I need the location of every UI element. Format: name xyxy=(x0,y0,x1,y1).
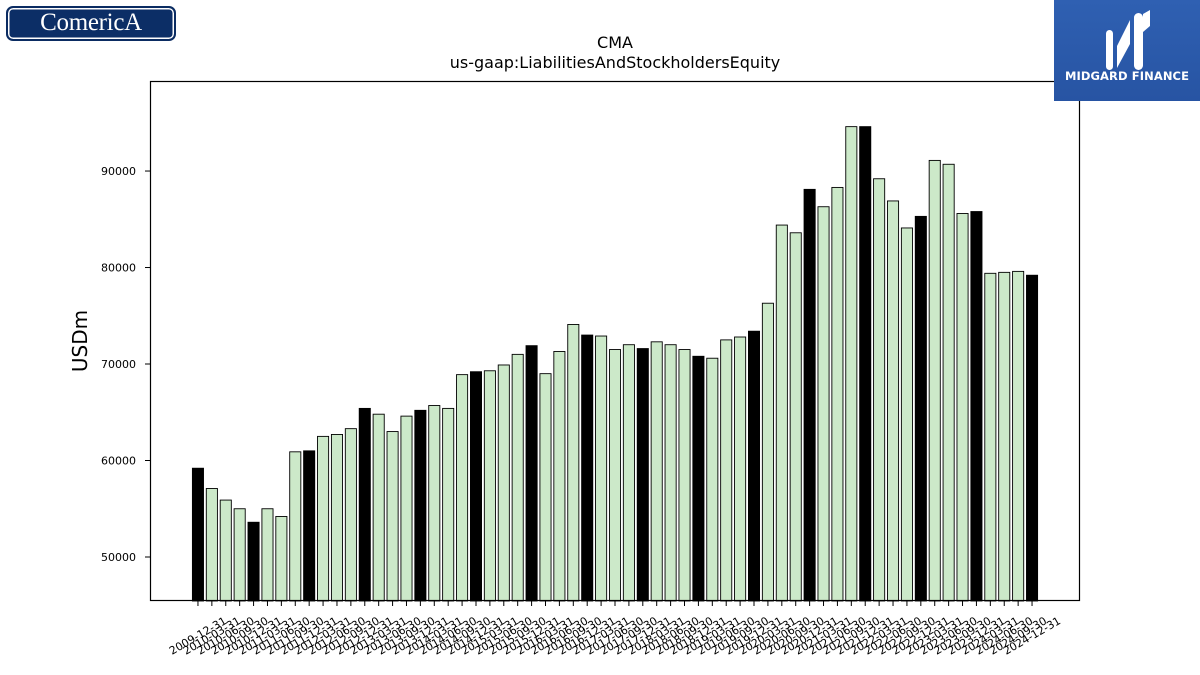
bar-2022-03-31 xyxy=(873,178,886,602)
bar-2024-06-30 xyxy=(998,271,1011,602)
bar-2017-09-30 xyxy=(622,344,635,602)
bar-2014-12-31 xyxy=(469,371,482,602)
bar-2020-09-30 xyxy=(789,232,802,602)
y-tick-label: 60000 xyxy=(101,455,136,468)
bar-2022-12-31 xyxy=(914,215,927,602)
bar-2020-12-31 xyxy=(803,188,816,602)
bar-2016-06-30 xyxy=(553,351,566,602)
bar-2009-12-31 xyxy=(191,467,204,602)
bar-2020-06-30 xyxy=(775,224,788,602)
bar-2017-03-31 xyxy=(595,335,608,602)
chart-subtitle: us-gaap:LiabilitiesAndStockholdersEquity xyxy=(450,53,781,72)
bar-2011-03-31 xyxy=(261,508,274,602)
bar-2022-06-30 xyxy=(887,200,900,602)
bar-2022-09-30 xyxy=(900,227,913,602)
bar-2016-12-31 xyxy=(581,334,594,602)
bar-2011-09-30 xyxy=(289,451,302,602)
chart-title: CMA xyxy=(597,33,633,52)
y-tick-label: 70000 xyxy=(101,358,136,371)
bar-2018-12-31 xyxy=(692,355,705,602)
bar-2018-09-30 xyxy=(678,349,691,602)
bar-2019-12-31 xyxy=(748,330,761,602)
bar-2023-12-31 xyxy=(970,211,983,602)
y-tick-label: 80000 xyxy=(101,262,136,275)
bar-2016-09-30 xyxy=(567,324,580,602)
bar-2010-06-30 xyxy=(219,499,232,602)
bar-2019-09-30 xyxy=(734,336,747,602)
y-tick-label: 90000 xyxy=(101,165,136,178)
bar-2010-03-31 xyxy=(205,488,218,602)
bar-2014-03-31 xyxy=(428,405,441,602)
bar-2023-03-31 xyxy=(928,159,941,602)
x-axis: 2009-12-312010-03-312010-06-302010-09-30… xyxy=(167,601,1063,658)
bar-2015-12-31 xyxy=(525,345,538,602)
bar-2018-03-31 xyxy=(650,341,663,602)
bar-2011-06-30 xyxy=(275,516,288,602)
bar-2024-03-31 xyxy=(984,272,997,602)
bar-2019-03-31 xyxy=(706,357,719,602)
bar-2024-09-30 xyxy=(1012,270,1025,602)
y-axis-label: USDm xyxy=(68,310,92,372)
bar-2021-03-31 xyxy=(817,206,830,602)
comerica-logo: ComericA xyxy=(6,6,176,41)
bar-2020-03-31 xyxy=(761,302,774,602)
bar-2016-03-31 xyxy=(539,373,552,602)
bar-2012-09-30 xyxy=(344,428,357,602)
bar-series xyxy=(191,126,1039,602)
midgard-finance-logo-text: MIDGARD FINANCE xyxy=(1064,69,1190,83)
bar-2024-12-31 xyxy=(1026,274,1039,602)
bar-2010-09-30 xyxy=(233,508,246,602)
bar-2021-09-30 xyxy=(845,126,858,602)
bar-2015-06-30 xyxy=(497,364,510,602)
bar-2021-06-30 xyxy=(831,186,844,602)
midgard-finance-logo: MIDGARD FINANCE xyxy=(1054,0,1200,101)
bar-2013-12-31 xyxy=(414,409,427,602)
bar-2012-06-30 xyxy=(330,434,343,602)
comerica-logo-text: ComericA xyxy=(40,9,142,36)
bar-2017-06-30 xyxy=(608,349,622,602)
bar-2015-09-30 xyxy=(511,353,524,602)
bar-2013-03-31 xyxy=(372,413,385,602)
bar-2014-09-30 xyxy=(456,374,469,602)
bar-2023-06-30 xyxy=(942,163,955,602)
bar-2015-03-31 xyxy=(483,370,496,602)
midgard-m-icon xyxy=(1106,10,1150,70)
bar-2012-03-31 xyxy=(317,435,330,602)
bar-2019-06-30 xyxy=(720,339,733,602)
bar-2017-12-31 xyxy=(636,348,649,602)
bar-2011-12-31 xyxy=(303,450,316,602)
bar-2010-12-31 xyxy=(247,521,260,602)
bar-2023-09-30 xyxy=(956,213,969,602)
bar-2012-12-31 xyxy=(358,407,371,602)
bar-2014-06-30 xyxy=(442,407,455,602)
bar-2013-06-30 xyxy=(386,431,399,602)
y-tick-label: 50000 xyxy=(101,551,136,564)
plot-area-frame xyxy=(149,80,1081,602)
y-axis: 50000 60000 70000 80000 90000 xyxy=(101,165,150,564)
bar-2013-09-30 xyxy=(400,415,413,602)
bar-2018-06-30 xyxy=(664,344,677,602)
bar-2021-12-31 xyxy=(859,126,872,602)
